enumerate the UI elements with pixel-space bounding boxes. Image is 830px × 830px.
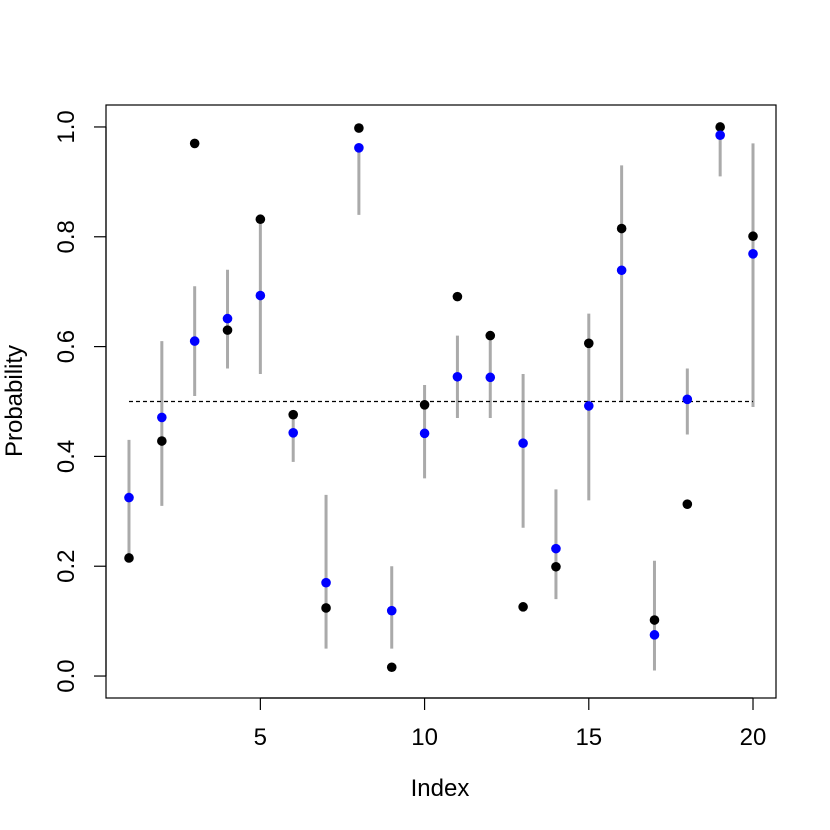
- y-tick-label: 1.0: [53, 110, 80, 143]
- x-tick-label: 20: [740, 724, 767, 751]
- black-point: [616, 223, 627, 234]
- blue-point: [321, 577, 331, 588]
- black-point: [386, 662, 397, 673]
- black-point: [485, 330, 496, 341]
- blue-point: [748, 248, 758, 259]
- y-axis: 0.0 0.2 0.4 0.6 0.8 1.0: [53, 110, 107, 693]
- black-point: [419, 399, 430, 410]
- black-point: [354, 123, 364, 133]
- black-point: [222, 325, 233, 335]
- blue-point: [157, 412, 167, 423]
- black-point: [583, 338, 594, 349]
- blue-point: [386, 605, 397, 616]
- black-point: [255, 214, 266, 225]
- blue-point: [649, 630, 660, 640]
- y-tick-label: 0.8: [53, 220, 80, 253]
- blue-point: [518, 438, 528, 449]
- black-point: [682, 499, 693, 509]
- black-point: [551, 561, 561, 572]
- blue-point: [616, 265, 627, 276]
- x-axis-label: Index: [411, 775, 470, 802]
- y-tick-label: 0.0: [53, 659, 80, 692]
- blue-point: [189, 336, 200, 346]
- black-point: [288, 409, 299, 420]
- blue-point: [583, 401, 594, 411]
- y-axis-label: Probability: [1, 345, 28, 457]
- black-point: [715, 122, 725, 132]
- black-point: [124, 553, 134, 563]
- y-tick-label: 0.4: [53, 440, 80, 473]
- x-tick-label: 10: [411, 724, 438, 751]
- blue-point: [354, 143, 364, 153]
- blue-point: [124, 492, 134, 503]
- blue-point: [452, 371, 463, 382]
- blue-point: [255, 290, 266, 301]
- y-tick-label: 0.2: [53, 550, 80, 583]
- blue-point: [485, 372, 496, 383]
- blue-point: [288, 427, 299, 438]
- x-axis: 5 10 15 20: [254, 697, 767, 751]
- blue-point: [715, 130, 725, 140]
- data-points: [124, 122, 758, 673]
- black-point: [748, 231, 758, 242]
- y-tick-label: 0.6: [53, 330, 80, 363]
- black-point: [189, 138, 200, 149]
- blue-point: [682, 394, 693, 405]
- blue-point: [222, 313, 233, 324]
- black-point: [157, 436, 167, 446]
- blue-point: [419, 428, 430, 439]
- x-tick-label: 5: [254, 724, 267, 751]
- blue-point: [551, 543, 561, 554]
- black-point: [649, 615, 660, 625]
- black-point: [321, 603, 331, 613]
- black-point: [452, 291, 463, 302]
- black-point: [518, 602, 528, 612]
- x-tick-label: 15: [575, 724, 602, 751]
